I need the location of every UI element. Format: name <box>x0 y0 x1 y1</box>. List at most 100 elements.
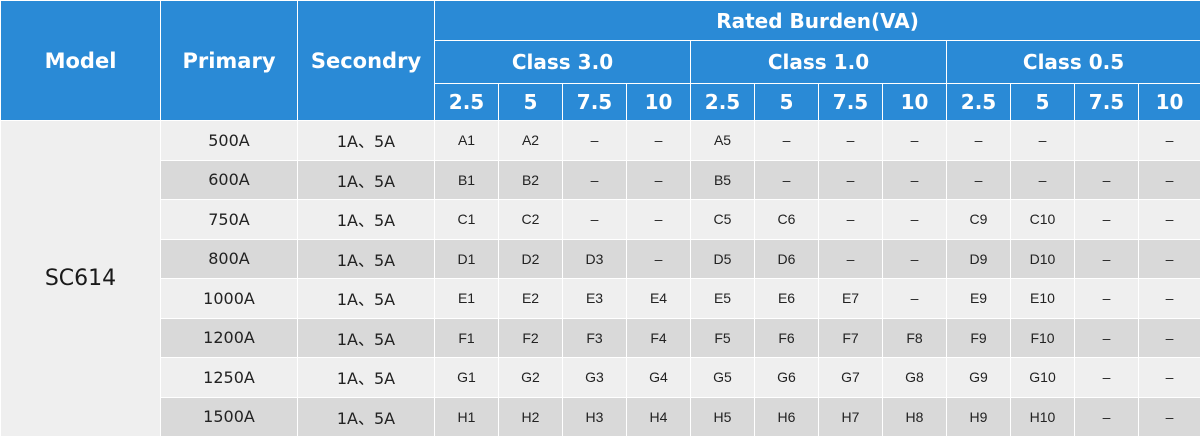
primary-cell: 750A <box>161 200 298 240</box>
burden-cell: – <box>883 200 947 240</box>
burden-cell: H8 <box>883 397 947 437</box>
burden-cell: – <box>883 239 947 279</box>
burden-cell: – <box>1075 239 1139 279</box>
burden-cell: C9 <box>947 200 1011 240</box>
burden-cell: H6 <box>755 397 819 437</box>
burden-cell: C10 <box>1011 200 1075 240</box>
burden-cell: E9 <box>947 279 1011 319</box>
burden-cell: E7 <box>819 279 883 319</box>
burden-cell: G10 <box>1011 358 1075 398</box>
burden-cell: F1 <box>435 318 499 358</box>
burden-cell: F6 <box>755 318 819 358</box>
burden-cell: F8 <box>883 318 947 358</box>
burden-cell: G6 <box>755 358 819 398</box>
secondary-cell: 1A、5A <box>298 160 435 200</box>
burden-cell: – <box>1011 160 1075 200</box>
burden-cell: H10 <box>1011 397 1075 437</box>
table-header: Model Primary Secondry Rated Burden(VA) … <box>1 1 1200 121</box>
burden-cell: E2 <box>499 279 563 319</box>
burden-cell: C6 <box>755 200 819 240</box>
burden-cell: – <box>1139 279 1200 319</box>
burden-cell: – <box>755 160 819 200</box>
burden-cell: G4 <box>627 358 691 398</box>
class-header: Class 0.5 <box>947 41 1200 84</box>
burden-cell: D1 <box>435 239 499 279</box>
burden-cell: G7 <box>819 358 883 398</box>
burden-header: 5 <box>499 84 563 121</box>
burden-cell: H9 <box>947 397 1011 437</box>
secondary-cell: 1A、5A <box>298 279 435 319</box>
burden-header: 7.5 <box>1075 84 1139 121</box>
burden-cell: G2 <box>499 358 563 398</box>
burden-cell: – <box>1139 318 1200 358</box>
burden-cell: D5 <box>691 239 755 279</box>
primary-cell: 500A <box>161 121 298 161</box>
burden-cell: – <box>1075 397 1139 437</box>
burden-cell: – <box>1139 160 1200 200</box>
burden-cell: B5 <box>691 160 755 200</box>
burden-cell: E10 <box>1011 279 1075 319</box>
burden-cell: A2 <box>499 121 563 161</box>
table-row: 1500A 1A、5A H1 H2 H3 H4 H5 H6 H7 H8 H9 H10– – <box>1 397 1200 437</box>
burden-cell: – <box>563 121 627 161</box>
secondary-cell: 1A、5A <box>298 239 435 279</box>
model-cell: SC614 <box>1 121 161 437</box>
burden-cell: – <box>1139 200 1200 240</box>
burden-header: 2.5 <box>947 84 1011 121</box>
burden-cell: – <box>947 121 1011 161</box>
secondary-cell: 1A、5A <box>298 121 435 161</box>
burden-header: 2.5 <box>691 84 755 121</box>
burden-cell: F4 <box>627 318 691 358</box>
burden-cell: – <box>819 121 883 161</box>
burden-cell: C2 <box>499 200 563 240</box>
burden-cell: – <box>1075 358 1139 398</box>
burden-cell: – <box>819 160 883 200</box>
burden-cell: – <box>883 121 947 161</box>
burden-cell: – <box>563 200 627 240</box>
burden-header: 10 <box>627 84 691 121</box>
secondary-cell: 1A、5A <box>298 358 435 398</box>
burden-header: 7.5 <box>563 84 627 121</box>
burden-cell: – <box>1075 318 1139 358</box>
burden-cell: G1 <box>435 358 499 398</box>
burden-cell: H2 <box>499 397 563 437</box>
model-header: Model <box>1 1 161 121</box>
burden-cell: H7 <box>819 397 883 437</box>
primary-cell: 1500A <box>161 397 298 437</box>
burden-cell: C1 <box>435 200 499 240</box>
burden-cell: H5 <box>691 397 755 437</box>
burden-cell: E5 <box>691 279 755 319</box>
secondary-cell: 1A、5A <box>298 397 435 437</box>
burden-header: 2.5 <box>435 84 499 121</box>
burden-cell: E4 <box>627 279 691 319</box>
burden-cell: E3 <box>563 279 627 319</box>
burden-cell <box>1075 121 1139 161</box>
burden-cell: D9 <box>947 239 1011 279</box>
burden-cell: B2 <box>499 160 563 200</box>
burden-header: 5 <box>1011 84 1075 121</box>
burden-header: 10 <box>883 84 947 121</box>
burden-cell: G9 <box>947 358 1011 398</box>
burden-cell: – <box>755 121 819 161</box>
burden-cell: – <box>1139 397 1200 437</box>
burden-cell: A1 <box>435 121 499 161</box>
burden-cell: – <box>1075 160 1139 200</box>
rated-burden-header: Rated Burden(VA) <box>435 1 1200 41</box>
primary-cell: 800A <box>161 239 298 279</box>
table-body: SC614 500A 1A、5A A1 A2– – A5– – – – – –600A 1A、5A B1 B… <box>1 121 1200 437</box>
burden-cell: – <box>627 121 691 161</box>
burden-cell: – <box>883 160 947 200</box>
table-row: 600A 1A、5A B1 B2– – B5– – – – – – – <box>1 160 1200 200</box>
primary-cell: 1200A <box>161 318 298 358</box>
burden-cell: – <box>563 160 627 200</box>
burden-cell: D10 <box>1011 239 1075 279</box>
burden-cell: – <box>883 279 947 319</box>
burden-cell: H1 <box>435 397 499 437</box>
class-header: Class 3.0 <box>435 41 691 84</box>
burden-cell: – <box>1139 358 1200 398</box>
table-row: 800A 1A、5A D1 D2 D3– D5 D6– – D9 D10– – <box>1 239 1200 279</box>
secondary-cell: 1A、5A <box>298 200 435 240</box>
burden-cell: F9 <box>947 318 1011 358</box>
burden-cell: – <box>819 200 883 240</box>
burden-cell: F5 <box>691 318 755 358</box>
